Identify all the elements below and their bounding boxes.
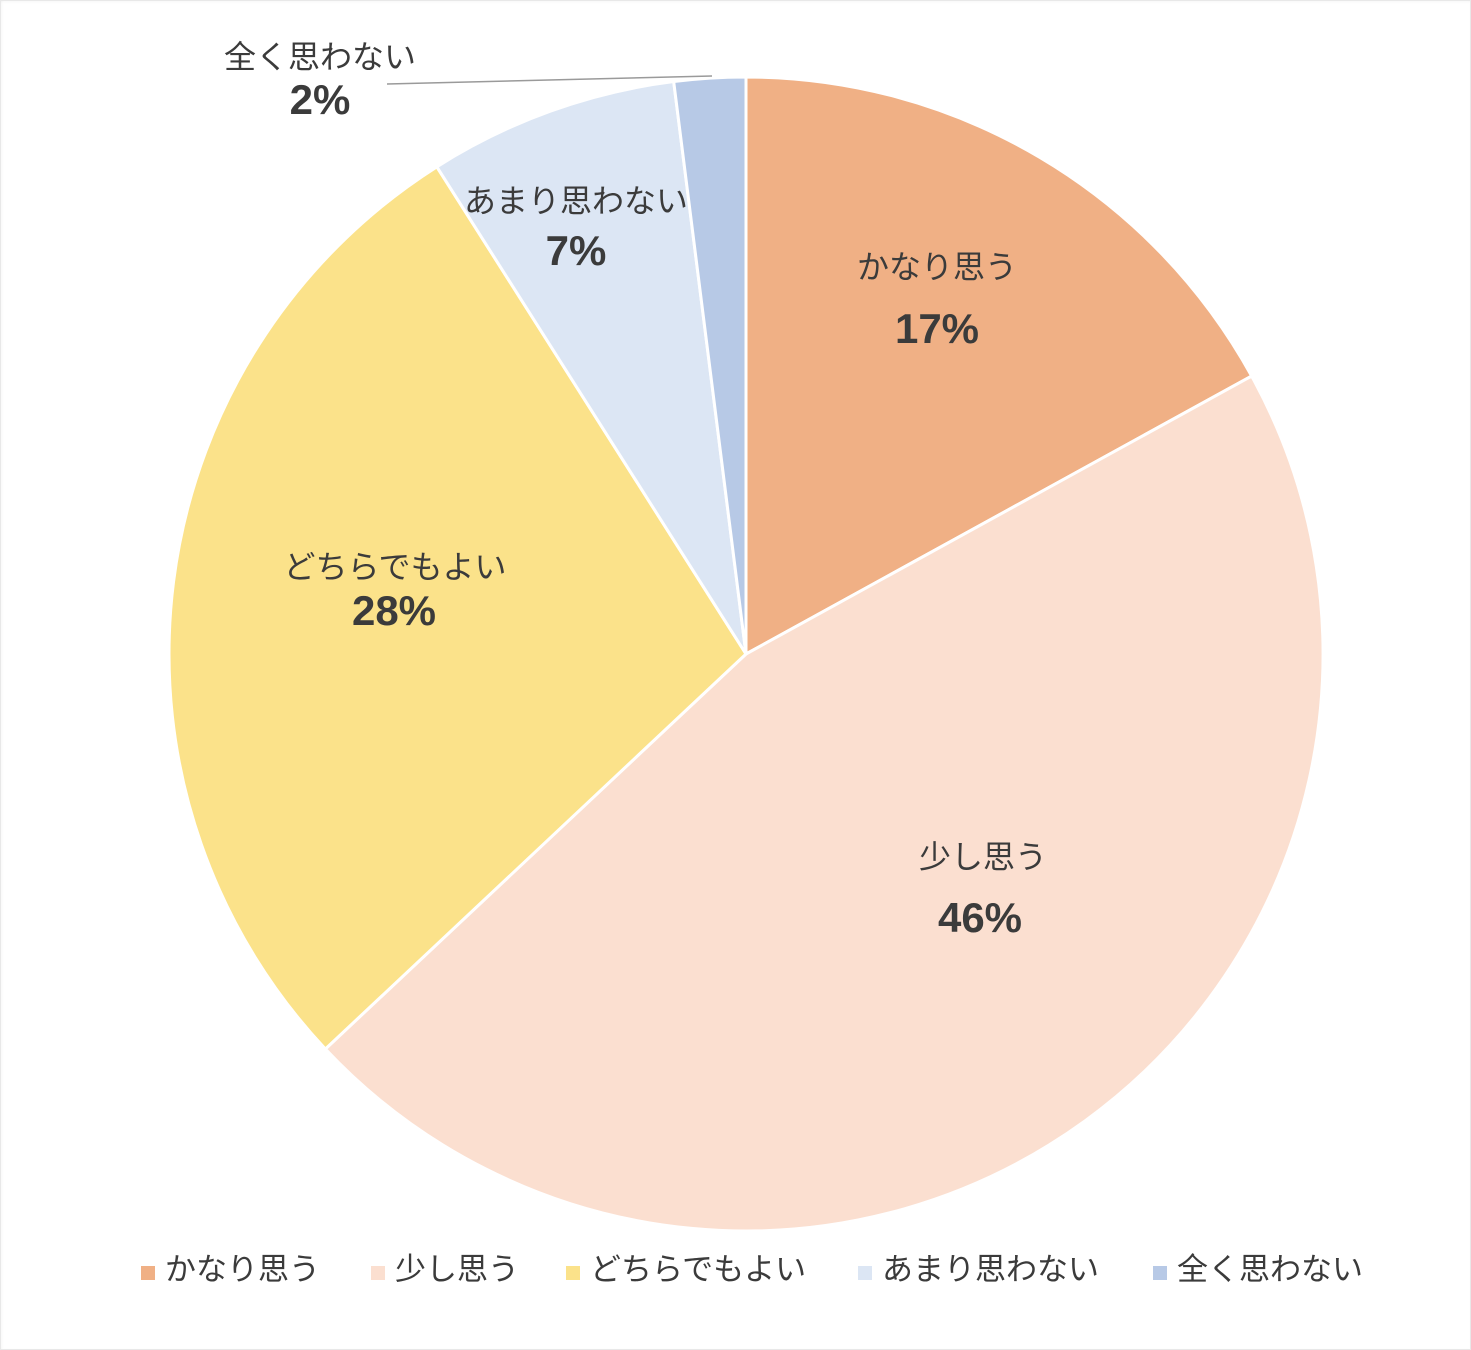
svg-text:かなり思う: かなり思う (857, 249, 1017, 285)
svg-text:46%: 46% (938, 894, 1022, 941)
svg-text:少し思う: 少し思う (919, 839, 1047, 875)
svg-text:あまり思わない: あまり思わない (464, 183, 688, 219)
svg-text:2%: 2% (290, 76, 351, 123)
svg-text:28%: 28% (352, 587, 436, 634)
svg-text:全く思わない: 全く思わない (224, 39, 416, 75)
svg-text:7%: 7% (546, 227, 607, 274)
svg-text:17%: 17% (895, 305, 979, 352)
svg-text:どちらでもよい: どちらでもよい (283, 549, 506, 585)
